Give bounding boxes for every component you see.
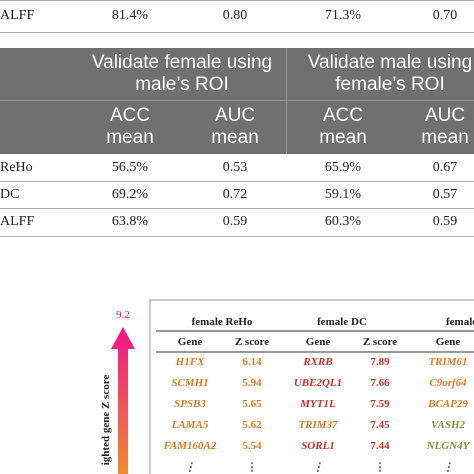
gene-cell: 7.66 — [370, 377, 390, 389]
cell: 0.59 — [222, 214, 248, 229]
rule — [0, 236, 474, 237]
cell: 59.1% — [324, 187, 362, 202]
rule — [0, 0, 474, 1]
gene-cell: 7.59 — [370, 398, 390, 410]
gene-cell: SPSB3 — [174, 398, 206, 410]
rule — [0, 208, 474, 209]
gene-cell: C9orf64 — [429, 377, 467, 389]
cell: 81.4% — [111, 8, 149, 23]
sub-header: ACC mean — [319, 105, 367, 148]
row-label: ALFF — [0, 214, 35, 229]
gene-cell: NLGN4Y — [426, 440, 470, 452]
col-header: Gene — [435, 336, 461, 348]
cell: 0.53 — [222, 160, 248, 175]
gene-cell: RXRB — [303, 356, 333, 368]
cell: 56.5% — [111, 160, 149, 175]
group-header: Validate female using male’s ROI — [91, 52, 273, 95]
gene-cell: MYT1L — [300, 398, 336, 410]
gene-cell: VASH2 — [430, 419, 466, 431]
sub-header: AUC mean — [421, 105, 469, 148]
rule — [286, 48, 287, 154]
col-header: Z score — [362, 336, 398, 348]
cell: 63.8% — [111, 214, 149, 229]
group-header: Validate male using female’s ROI — [307, 52, 473, 95]
row-label: ALFF — [0, 8, 35, 23]
gene-cell: UBE2QL1 — [293, 377, 343, 389]
scale-max: 9.2 — [116, 309, 130, 321]
cell: 65.9% — [324, 160, 362, 175]
rule — [0, 100, 474, 101]
gene-cell: ⋮ — [184, 461, 196, 474]
gene-cell: 7.45 — [370, 419, 390, 431]
col-header: Gene — [177, 336, 203, 348]
gene-cell: ⋮ — [374, 461, 386, 474]
col-header: Gene — [305, 336, 331, 348]
gene-cell: BCAP29 — [428, 398, 468, 410]
cell: 0.57 — [432, 187, 458, 202]
gene-cell: 5.94 — [242, 377, 262, 389]
group-header: female ReHo — [191, 316, 253, 328]
cell: 60.3% — [324, 214, 362, 229]
group-header: female DC — [317, 316, 367, 328]
cell: 0.70 — [432, 8, 458, 23]
gene-cell: 6.14 — [242, 356, 262, 368]
cell: 0.80 — [222, 8, 248, 23]
gene-cell: FAM160A2 — [163, 440, 217, 452]
row-label: ReHo — [0, 160, 33, 175]
gene-cell: 7.44 — [370, 440, 390, 452]
col-header: Z score — [234, 336, 270, 348]
gene-cell: 5.65 — [242, 398, 262, 410]
axis-label: ighted gene Z score — [100, 374, 112, 466]
cell: 0.59 — [432, 214, 458, 229]
gene-cell: LAMA5 — [171, 419, 209, 431]
scale-arrow — [111, 327, 135, 474]
gene-cell: TRIM61 — [428, 356, 468, 368]
sub-header: AUC mean — [211, 105, 259, 148]
header-band — [0, 48, 474, 154]
cell: 0.67 — [432, 160, 458, 175]
gene-cell: H1FX — [175, 356, 205, 368]
gene-cell: ⋮ — [312, 461, 324, 474]
gene-table-frame — [149, 299, 474, 474]
cell: 71.3% — [324, 8, 362, 23]
gene-cell: SORL1 — [301, 440, 335, 452]
gene-cell: 7.89 — [370, 356, 390, 368]
group-header: female — [446, 316, 474, 328]
gene-cell: 5.54 — [242, 440, 262, 452]
cell: 0.72 — [222, 187, 248, 202]
gene-cell: SCMH1 — [171, 377, 209, 389]
rule — [0, 181, 474, 182]
gene-cell: TRIM37 — [298, 419, 338, 431]
row-label: DC — [0, 187, 20, 202]
gene-cell: 5.62 — [242, 419, 262, 431]
gene-cell: ⋮ — [442, 461, 454, 474]
rule — [0, 32, 474, 33]
gene-cell: ⋮ — [246, 461, 258, 474]
cell: 69.2% — [111, 187, 149, 202]
sub-header: ACC mean — [106, 105, 154, 148]
